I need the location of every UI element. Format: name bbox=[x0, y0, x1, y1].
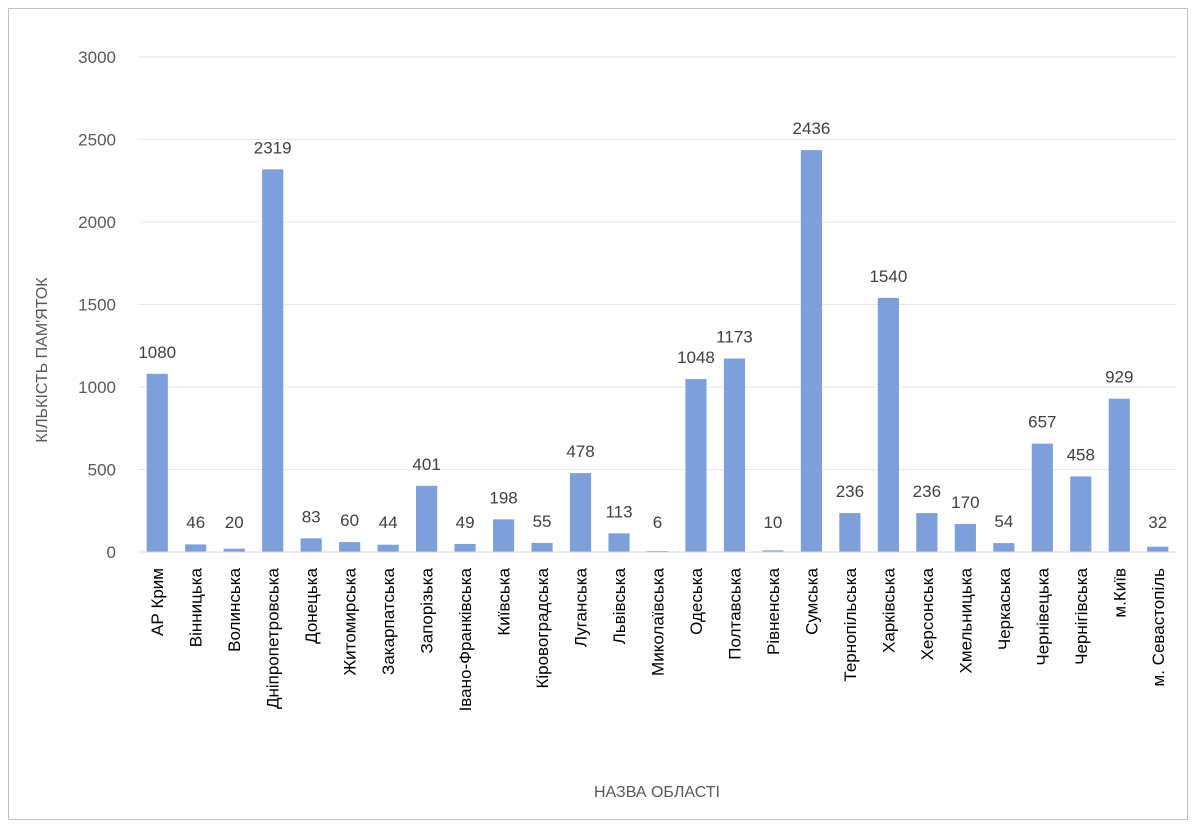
x-category-label: Тернопільська bbox=[841, 567, 860, 681]
bar bbox=[954, 523, 976, 552]
data-label: 32 bbox=[1148, 513, 1167, 532]
data-label: 1080 bbox=[138, 343, 176, 362]
x-category-label: м. Севастопіль bbox=[1149, 568, 1168, 687]
bar bbox=[1147, 546, 1169, 552]
data-label: 46 bbox=[186, 513, 205, 532]
y-tick-label: 2500 bbox=[78, 131, 116, 150]
data-label: 60 bbox=[340, 511, 359, 530]
data-label: 55 bbox=[533, 512, 552, 531]
x-category-label: Запорізька bbox=[418, 567, 437, 653]
y-tick-label: 3000 bbox=[78, 48, 116, 67]
x-axis-categories: АР Крим Вінницька Волинська Дніпропетровськ… bbox=[148, 567, 1168, 711]
data-label: 478 bbox=[566, 442, 594, 461]
x-category-label: м.Київ bbox=[1110, 568, 1129, 618]
x-category-label: Одеська bbox=[687, 567, 706, 634]
y-tick-label: 0 bbox=[107, 543, 116, 562]
x-axis-title: НАЗВА ОБЛАСТІ bbox=[594, 784, 720, 801]
bars bbox=[146, 150, 1169, 553]
bar bbox=[839, 513, 861, 552]
bar bbox=[762, 550, 784, 552]
bar bbox=[262, 169, 284, 553]
bar bbox=[569, 473, 592, 552]
x-category-label: Донецька bbox=[302, 567, 321, 643]
bar bbox=[185, 544, 207, 552]
x-category-label: АР Крим bbox=[148, 568, 167, 636]
bar bbox=[339, 542, 361, 552]
x-category-label: Рівненська bbox=[764, 567, 783, 655]
x-category-label: Київська bbox=[495, 567, 514, 635]
data-label: 6 bbox=[653, 513, 662, 532]
data-label: 236 bbox=[913, 482, 941, 501]
x-category-label: Закарпатська bbox=[379, 567, 398, 674]
x-category-label: Вінницька bbox=[187, 567, 206, 647]
data-label: 44 bbox=[379, 513, 398, 532]
x-category-label: Житомирська bbox=[341, 567, 360, 675]
bar bbox=[454, 543, 476, 552]
x-category-label: Харківська bbox=[879, 567, 898, 652]
data-label: 2436 bbox=[793, 119, 831, 138]
y-tick-label: 2000 bbox=[78, 213, 116, 232]
bar bbox=[723, 358, 746, 552]
bar bbox=[223, 548, 245, 552]
x-category-label: Кіровоградська bbox=[533, 567, 552, 688]
x-category-label: Дніпропетровська bbox=[264, 567, 283, 709]
bar bbox=[685, 379, 707, 552]
data-label: 1048 bbox=[677, 348, 715, 367]
data-label: 49 bbox=[456, 513, 475, 532]
bar bbox=[416, 485, 438, 552]
y-axis-ticks: 0 500 1000 1500 2000 2500 3000 bbox=[78, 48, 116, 562]
x-category-label: Хмельницька bbox=[956, 567, 975, 673]
data-label: 1173 bbox=[716, 327, 753, 346]
x-category-label: Черкаська bbox=[995, 567, 1014, 650]
data-label: 657 bbox=[1028, 413, 1056, 432]
data-label: 2319 bbox=[254, 138, 292, 157]
bar bbox=[916, 513, 938, 552]
x-category-label: Сумська bbox=[802, 567, 821, 634]
bar bbox=[877, 297, 899, 552]
bar bbox=[531, 542, 553, 552]
data-label: 458 bbox=[1067, 445, 1095, 464]
bar bbox=[377, 544, 399, 552]
gridlines bbox=[138, 56, 1177, 470]
data-label: 401 bbox=[412, 455, 440, 474]
bar bbox=[300, 538, 322, 552]
bar bbox=[1031, 443, 1053, 552]
x-category-label: Львівська bbox=[610, 567, 629, 644]
data-label: 170 bbox=[951, 493, 979, 512]
data-label: 929 bbox=[1105, 368, 1133, 387]
bar bbox=[993, 543, 1015, 552]
data-label: 1540 bbox=[869, 267, 907, 286]
bar bbox=[492, 519, 515, 552]
bar bbox=[146, 373, 168, 552]
data-label: 113 bbox=[605, 502, 632, 521]
x-category-label: Чернівецька bbox=[1033, 567, 1052, 665]
y-tick-label: 500 bbox=[88, 461, 116, 480]
x-category-label: Миколаївська bbox=[649, 567, 668, 675]
chart-frame bbox=[8, 8, 1188, 820]
y-axis-title: КІЛЬКІСТЬ ПАМ'ЯТОК bbox=[34, 277, 51, 443]
y-tick-label: 1000 bbox=[78, 378, 116, 397]
x-category-label: Івано-Франківська bbox=[456, 567, 475, 711]
bar bbox=[1070, 476, 1092, 552]
x-category-label: Чернігівська bbox=[1072, 567, 1091, 664]
data-label: 236 bbox=[836, 482, 864, 501]
data-label: 198 bbox=[489, 488, 517, 507]
data-label: 54 bbox=[994, 512, 1013, 531]
x-category-label: Полтавська bbox=[725, 567, 744, 659]
bar bbox=[608, 533, 630, 552]
data-label: 20 bbox=[225, 513, 244, 532]
data-label: 10 bbox=[763, 513, 782, 532]
bar bbox=[1108, 398, 1130, 552]
data-label: 83 bbox=[302, 507, 321, 526]
y-tick-label: 1500 bbox=[78, 296, 116, 315]
x-category-label: Волинська bbox=[225, 567, 244, 651]
x-category-label: Луганська bbox=[572, 567, 591, 647]
x-category-label: Херсонська bbox=[918, 567, 937, 660]
bar bbox=[800, 150, 823, 552]
